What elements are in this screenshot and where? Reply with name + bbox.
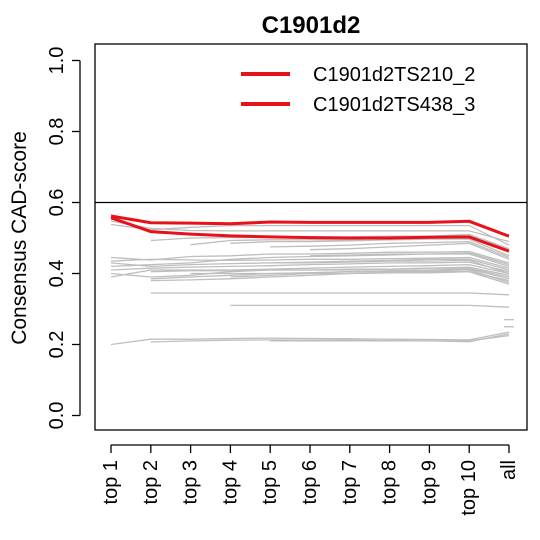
- background-series-line: [230, 304, 510, 308]
- background-series-line: [110, 261, 510, 273]
- background-series-group: [110, 220, 514, 346]
- background-series-line: [110, 256, 510, 269]
- background-series-line: [110, 331, 510, 346]
- y-tick-label: 0.8: [46, 118, 68, 146]
- y-tick-label: 1.0: [46, 47, 68, 75]
- background-series-line: [309, 242, 510, 260]
- highlight-series-line-2: [110, 216, 510, 253]
- background-series-line: [110, 263, 510, 278]
- background-series-line: [150, 267, 510, 278]
- y-axis-label: Consensus CAD-score: [8, 131, 31, 345]
- legend: C1901d2TS210_2 C1901d2TS438_3: [241, 64, 475, 116]
- y-tick-label: 0.0: [46, 402, 68, 430]
- highlight-series-group: [110, 214, 510, 253]
- x-tick-label: top 6: [299, 460, 321, 504]
- legend-label-1: C1901d2TS210_2: [313, 64, 475, 86]
- plot-frame: [94, 43, 528, 431]
- x-tick-label: top 7: [339, 460, 361, 504]
- highlight-series-line-1: [110, 214, 510, 238]
- x-tick-label: all: [498, 460, 520, 480]
- x-axis: top 1 top 2 top 3 top 4 top 5 top 6 top 7 top 8…: [100, 444, 520, 516]
- y-axis: 0.0 0.2 0.4 0.6 0.8 1.0: [46, 47, 81, 430]
- background-series-line: [270, 240, 510, 259]
- y-tick-label: 0.6: [46, 189, 68, 217]
- background-series-line: [230, 271, 510, 285]
- background-series-line: [150, 292, 510, 296]
- x-tick-label: top 8: [379, 460, 401, 504]
- background-series-line: [309, 252, 510, 266]
- chart-title: C1901d2: [262, 12, 361, 39]
- background-series-line: [190, 269, 510, 284]
- y-tick-label: 0.4: [46, 260, 68, 288]
- background-series-line: [110, 258, 510, 271]
- background-series-line: [270, 334, 510, 342]
- y-tick-label: 0.2: [46, 331, 68, 359]
- background-series-line: [110, 223, 510, 246]
- x-tick-label: top 4: [219, 460, 241, 504]
- x-tick-label: top 5: [259, 460, 281, 504]
- background-series-line: [110, 250, 510, 264]
- x-tick-label: top 9: [418, 460, 440, 504]
- x-tick-label: top 2: [140, 460, 162, 504]
- x-tick-label: top 1: [100, 460, 122, 504]
- background-series-line: [110, 220, 510, 243]
- x-tick-label: top 10: [458, 460, 480, 516]
- background-series-line: [270, 259, 510, 275]
- legend-label-2: C1901d2TS438_3: [313, 94, 475, 116]
- background-series-line: [230, 238, 510, 257]
- x-tick-label: top 3: [180, 460, 202, 504]
